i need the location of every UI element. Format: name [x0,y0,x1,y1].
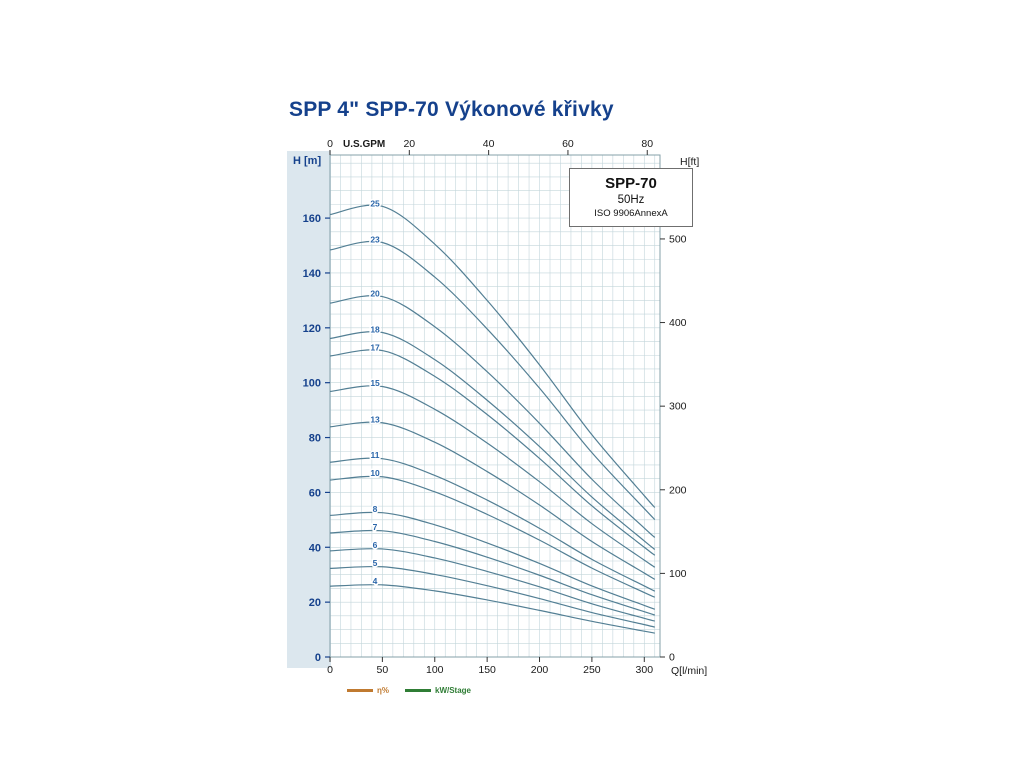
left-tick-label: 120 [303,323,321,335]
legend-swatch [405,689,431,692]
curve-6-stages [329,548,655,622]
curve-5-stages [329,565,655,628]
curve-25-stages [329,204,656,508]
top-tick-label: 80 [641,138,653,150]
right-axis-label: H[ft] [680,156,700,168]
model-standard: ISO 9906AnnexA [594,208,668,219]
curve-15-stages [329,385,656,568]
stage-label-4: 4 [373,576,378,586]
stage-label-25: 25 [370,198,380,208]
stage-label-18: 18 [370,324,380,334]
curve-10-stages [329,475,656,598]
curve-8-stages [329,511,655,610]
curve-11-stages [329,457,656,592]
curve-20-stages [329,295,656,538]
stage-label-5: 5 [373,558,378,568]
bottom-axis-label: Q[l/min] [671,665,708,677]
bottom-tick-label: 300 [636,664,654,676]
top-tick-label: 0 [327,138,333,150]
right-tick-label: 200 [669,484,687,496]
top-tick-label: 60 [562,138,574,150]
plot-border [329,154,661,658]
legend-item: kW/Stage [405,686,471,695]
left-axis-strip [287,151,331,668]
top-tick-label: 40 [483,138,495,150]
top-tick-label: 20 [403,138,415,150]
legend-label: η% [377,686,389,695]
stage-label-15: 15 [370,378,380,388]
right-tick-label: 100 [669,568,687,580]
gridlines [329,155,660,658]
left-tick-label: 0 [315,652,321,664]
chart-legend: η% kW/Stage [347,686,471,695]
curve-23-stages [329,240,656,520]
left-axis-label: H [m] [293,155,322,167]
bottom-tick-label: 250 [583,664,601,676]
stage-label-17: 17 [370,342,380,352]
model-frequency: 50Hz [617,194,645,206]
bottom-tick-label: 150 [478,664,496,676]
stage-label-6: 6 [373,540,378,550]
right-tick-label: 500 [669,233,687,245]
stage-label-8: 8 [373,504,378,514]
model-name: SPP-70 [605,175,657,192]
stage-label-11: 11 [371,450,380,460]
bottom-tick-label: 0 [327,664,333,676]
curve-4-stages [329,584,655,634]
left-tick-label: 140 [303,268,321,280]
model-info-box: SPP-70 50Hz ISO 9906AnnexA [569,168,693,227]
left-tick-label: 20 [309,597,321,609]
stage-label-10: 10 [370,468,380,478]
curve-18-stages [329,331,656,550]
stage-label-13: 13 [370,414,380,424]
stage-label-7: 7 [373,522,378,532]
chart-title: SPP 4" SPP-70 Výkonové křivky [289,98,614,122]
curve-13-stages [329,421,656,580]
curve-17-stages [329,349,656,556]
legend-item: η% [347,686,389,695]
stage-label-20: 20 [370,288,380,298]
left-tick-label: 160 [303,213,321,225]
left-tick-label: 80 [309,433,321,445]
left-tick-label: 60 [309,487,321,499]
stage-label-23: 23 [370,235,380,245]
left-tick-label: 40 [309,542,321,554]
legend-label: kW/Stage [435,686,472,695]
bottom-tick-label: 200 [531,664,549,676]
curve-7-stages [329,529,655,616]
right-tick-label: 0 [669,652,675,664]
right-tick-label: 300 [669,401,687,413]
right-tick-label: 400 [669,317,687,329]
bottom-tick-label: 50 [377,664,389,676]
left-tick-label: 100 [303,378,321,390]
top-axis-label: U.S.GPM [343,139,386,150]
legend-swatch [347,689,373,692]
bottom-tick-label: 100 [426,664,444,676]
